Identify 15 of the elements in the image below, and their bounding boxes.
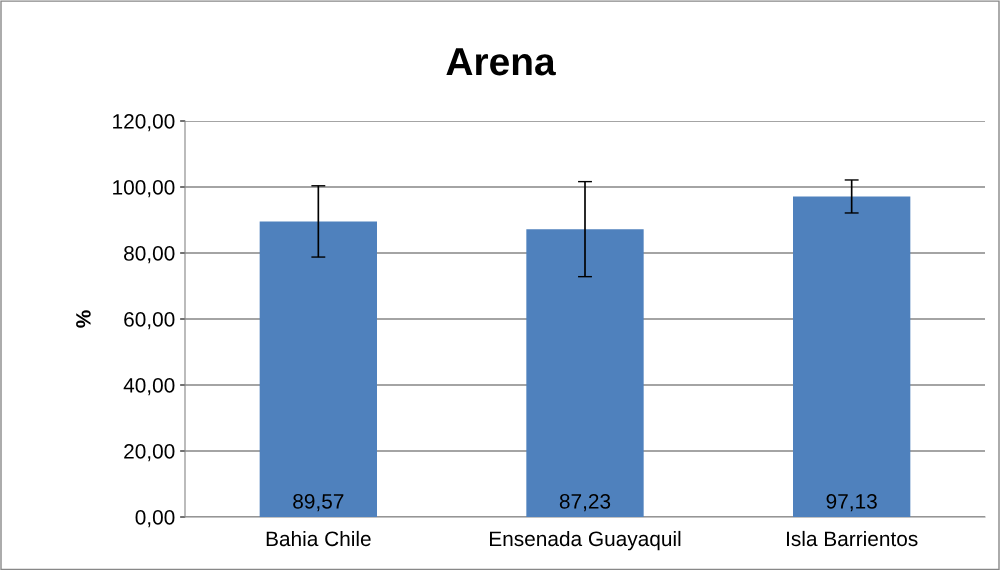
y-tick-label: 40,00 [123,378,175,396]
y-tick-label: 80,00 [124,246,175,264]
data-label: 87,23 [559,493,611,512]
y-tick-label: 120,00 [113,114,175,132]
data-label: 89,57 [293,493,344,512]
data-label: 97,13 [826,493,877,512]
x-tick-label: Bahia Chile [266,530,371,547]
y-axis-title: % [76,310,91,328]
x-tick-label: Ensenada Guayaquil [490,530,681,551]
y-tick-label: 100,00 [113,180,175,198]
x-tick-label: Isla Barrientos [787,530,918,547]
y-tick-label: 0,00 [135,510,175,528]
chart-title: Arena [446,48,556,76]
y-tick-label: 20,00 [124,444,175,462]
y-tick-label: 60,00 [124,312,175,330]
